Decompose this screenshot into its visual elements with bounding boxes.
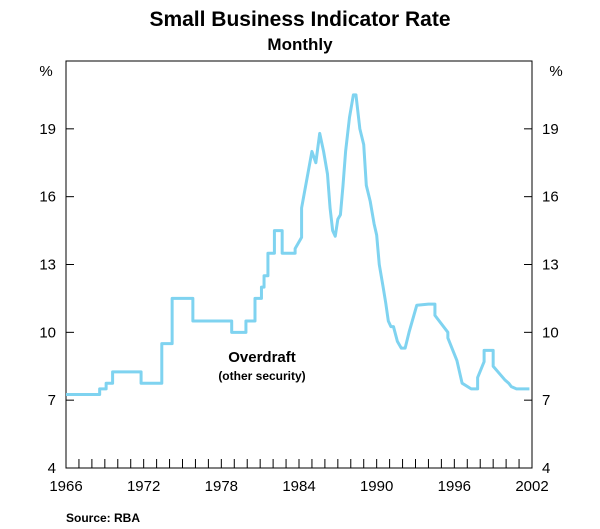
y-tick-label-left: 13 (39, 257, 56, 274)
y-tick-label-right: 10 (542, 324, 559, 341)
x-tick-label: 1978 (205, 478, 238, 495)
y-tick-label-right: 13 (542, 257, 559, 274)
plot-frame (65, 60, 533, 469)
y-tick-label-right: 19 (542, 121, 559, 138)
annotation-label: Overdraft (228, 349, 296, 366)
x-tick-label: 2002 (515, 478, 548, 495)
y-tick-label-left: 19 (39, 121, 56, 138)
annotation-sublabel: (other security) (218, 369, 305, 383)
y-tick-label-left: 16 (39, 189, 56, 206)
y-tick-label-right: 16 (542, 189, 559, 206)
x-tick-label: 1996 (438, 478, 471, 495)
x-tick-label: 1972 (127, 478, 160, 495)
x-tick-label: 1984 (282, 478, 315, 495)
chart-title: Small Business Indicator Rate (149, 8, 450, 31)
y-tick-label-left: 4 (48, 460, 56, 477)
y-unit-left: % (39, 63, 52, 80)
x-tick-label: 1966 (49, 478, 82, 495)
y-tick-label-left: 7 (48, 392, 56, 409)
y-unit-right: % (549, 63, 562, 80)
series-line-overdraft (66, 93, 530, 397)
y-tick-label-right: 4 (542, 460, 550, 477)
y-tick-label-right: 7 (542, 392, 550, 409)
axis-tick-labels: 4 4 7 7 10 10 13 13 16 16 19 19 1966 1972 1978 1984 1990… (39, 121, 558, 495)
x-tick-label: 1990 (360, 478, 393, 495)
y-tick-label-left: 10 (39, 324, 56, 341)
source-note: Source: RBA (66, 511, 140, 525)
chart-subtitle: Monthly (267, 35, 333, 54)
axis-ticks (66, 128, 532, 468)
